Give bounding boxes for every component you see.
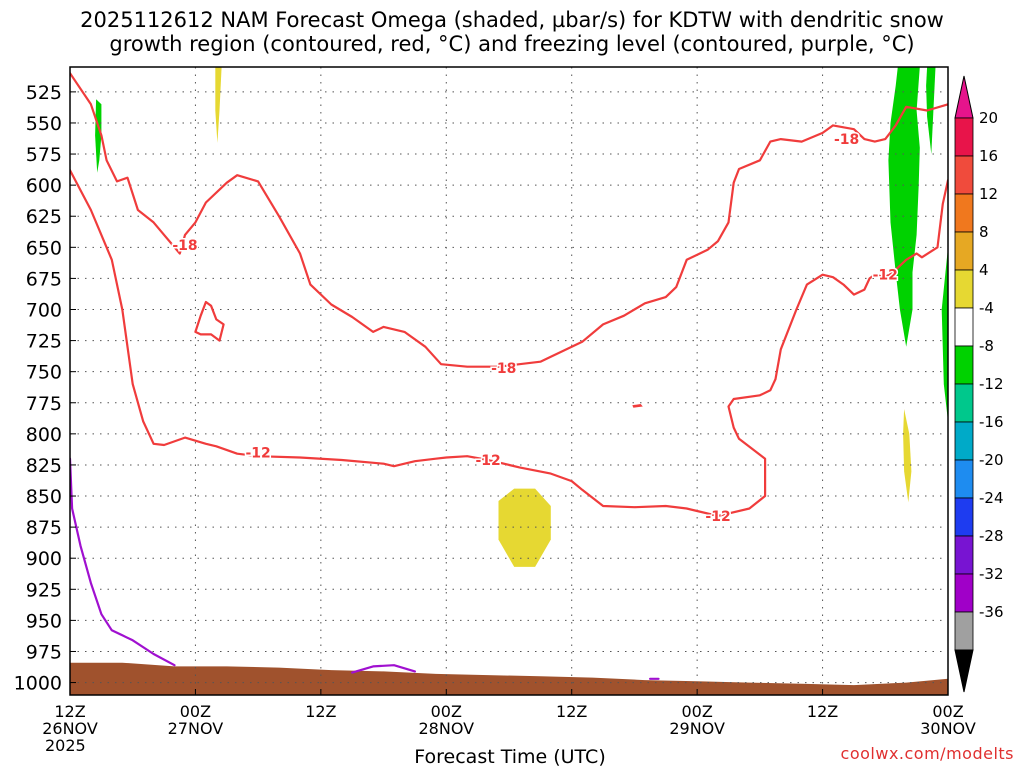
y-tick-label: 825 [26,455,62,477]
x-tick-label: 00Z [431,702,462,721]
x-axis-label: Forecast Time (UTC) [414,746,605,768]
y-tick-label: 750 [26,362,62,384]
y-tick-label: 850 [26,486,62,508]
colorbar-label: -8 [979,337,994,355]
contour-label: -12 [873,268,898,284]
colorbar-label: 12 [979,185,998,203]
x-tick-label: 12Z [54,702,85,721]
x-tick-label: 00Z [681,702,712,721]
y-tick-label: 925 [26,579,62,601]
colorbar-swatch [954,193,974,233]
y-tick-label: 600 [26,175,62,197]
y-tick-label: 800 [26,424,62,446]
y-tick-label: 775 [26,393,62,415]
terrain-fill [70,662,948,695]
omega-shaded-region [215,67,222,143]
x-tick-label: 12Z [556,702,587,721]
contour-label: -12 [245,446,270,462]
omega-shaded-region [941,247,948,422]
freezing-level-contour [351,664,416,674]
colorbar-swatch [954,459,974,499]
y-tick-label: 625 [26,206,62,228]
x-tick-label: 00Z [932,702,963,721]
colorbar-label: 8 [979,223,989,241]
x-tick-label: 00Z [180,702,211,721]
x-tick-label: 12Z [305,702,336,721]
y-tick-label: 875 [26,517,62,539]
contour-label: -12 [475,453,500,469]
colorbar-label: -12 [979,375,1004,393]
freezing-level-contour [70,457,176,667]
temperature-contour [194,300,225,342]
contour-label: -18 [491,361,516,377]
colorbar-swatch [954,383,974,423]
omega-shaded-region [95,99,102,173]
y-tick-label: 525 [26,82,62,104]
plot-frame [69,66,949,696]
colorbar-swatch [954,573,974,613]
temperature-contour [70,169,948,518]
colorbar-swatch [954,421,974,461]
grid-lines [70,67,948,695]
colorbar-label: -20 [979,451,1004,469]
colorbar-label: -32 [979,565,1004,583]
y-tick-label: 575 [26,144,62,166]
contour-label: -12 [705,509,730,525]
colorbar-swatch [954,611,974,651]
colorbar-label: -16 [979,413,1004,431]
y-tick-label: 550 [26,113,62,135]
colorbar-label: -36 [979,603,1004,621]
x-tick-label: 28NOV [418,719,474,738]
colorbar-label: -24 [979,489,1004,507]
x-tick-label: 26NOV [42,719,98,738]
terrain-area [70,662,948,695]
contour-lines [70,72,948,680]
y-tick-label: 650 [26,237,62,259]
y-tick-label: 900 [26,548,62,570]
colorbar-swatch [954,269,974,309]
credit-text: coolwx.com/modelts [840,744,1014,763]
colorbar-label: -28 [979,527,1004,545]
omega-shading [95,67,948,567]
colorbar-swatch [954,345,974,385]
colorbar-label: 4 [979,261,989,279]
colorbar-swatch [954,497,974,537]
omega-shaded-region [498,488,551,567]
x-tick-label: 12Z [807,702,838,721]
chart-title-line-2: growth region (contoured, red, °C) and f… [109,32,915,56]
contour-labels: -18 -18 -18 -12 -12 -12 -12 [171,131,900,527]
contour-label: -18 [834,132,859,148]
colorbar-label: -4 [979,299,994,317]
y-tick-label: 675 [26,268,62,290]
colorbar-label: 20 [979,109,998,127]
x-tick-label: 2025 [45,736,86,755]
colorbar-label: 16 [979,147,998,165]
omega-shaded-region [632,404,643,408]
contour-label: -18 [172,238,197,254]
colorbar-top-arrow [954,75,974,119]
colorbar-swatch [954,117,974,157]
colorbar-bottom-arrow [954,649,974,693]
colorbar-swatch [954,155,974,195]
temperature-contour [70,72,948,368]
y-tick-label: 975 [26,641,62,663]
y-tick-label: 1000 [14,673,62,695]
y-tick-label: 725 [26,331,62,353]
colorbar: 20 16 12 8 4 -4 -8 -12 -16 -20 -24 -28 -32 -36 [954,75,1004,693]
colorbar-swatch [954,307,974,347]
y-tick-label: 950 [26,610,62,632]
omega-shaded-region [903,409,912,503]
y-tick-label: 700 [26,299,62,321]
chart-title-line-1: 2025112612 NAM Forecast Omega (shaded, µ… [80,8,944,32]
x-tick-label: 30NOV [920,719,976,738]
x-tick-label: 27NOV [168,719,224,738]
x-tick-label: 29NOV [669,719,725,738]
omega-shaded-region [888,67,920,347]
colorbar-swatch [954,231,974,271]
colorbar-swatch [954,535,974,575]
y-axis-ticks: 525 550 575 600 625 650 675 700 725 750 775 800 825 8… [14,82,76,695]
